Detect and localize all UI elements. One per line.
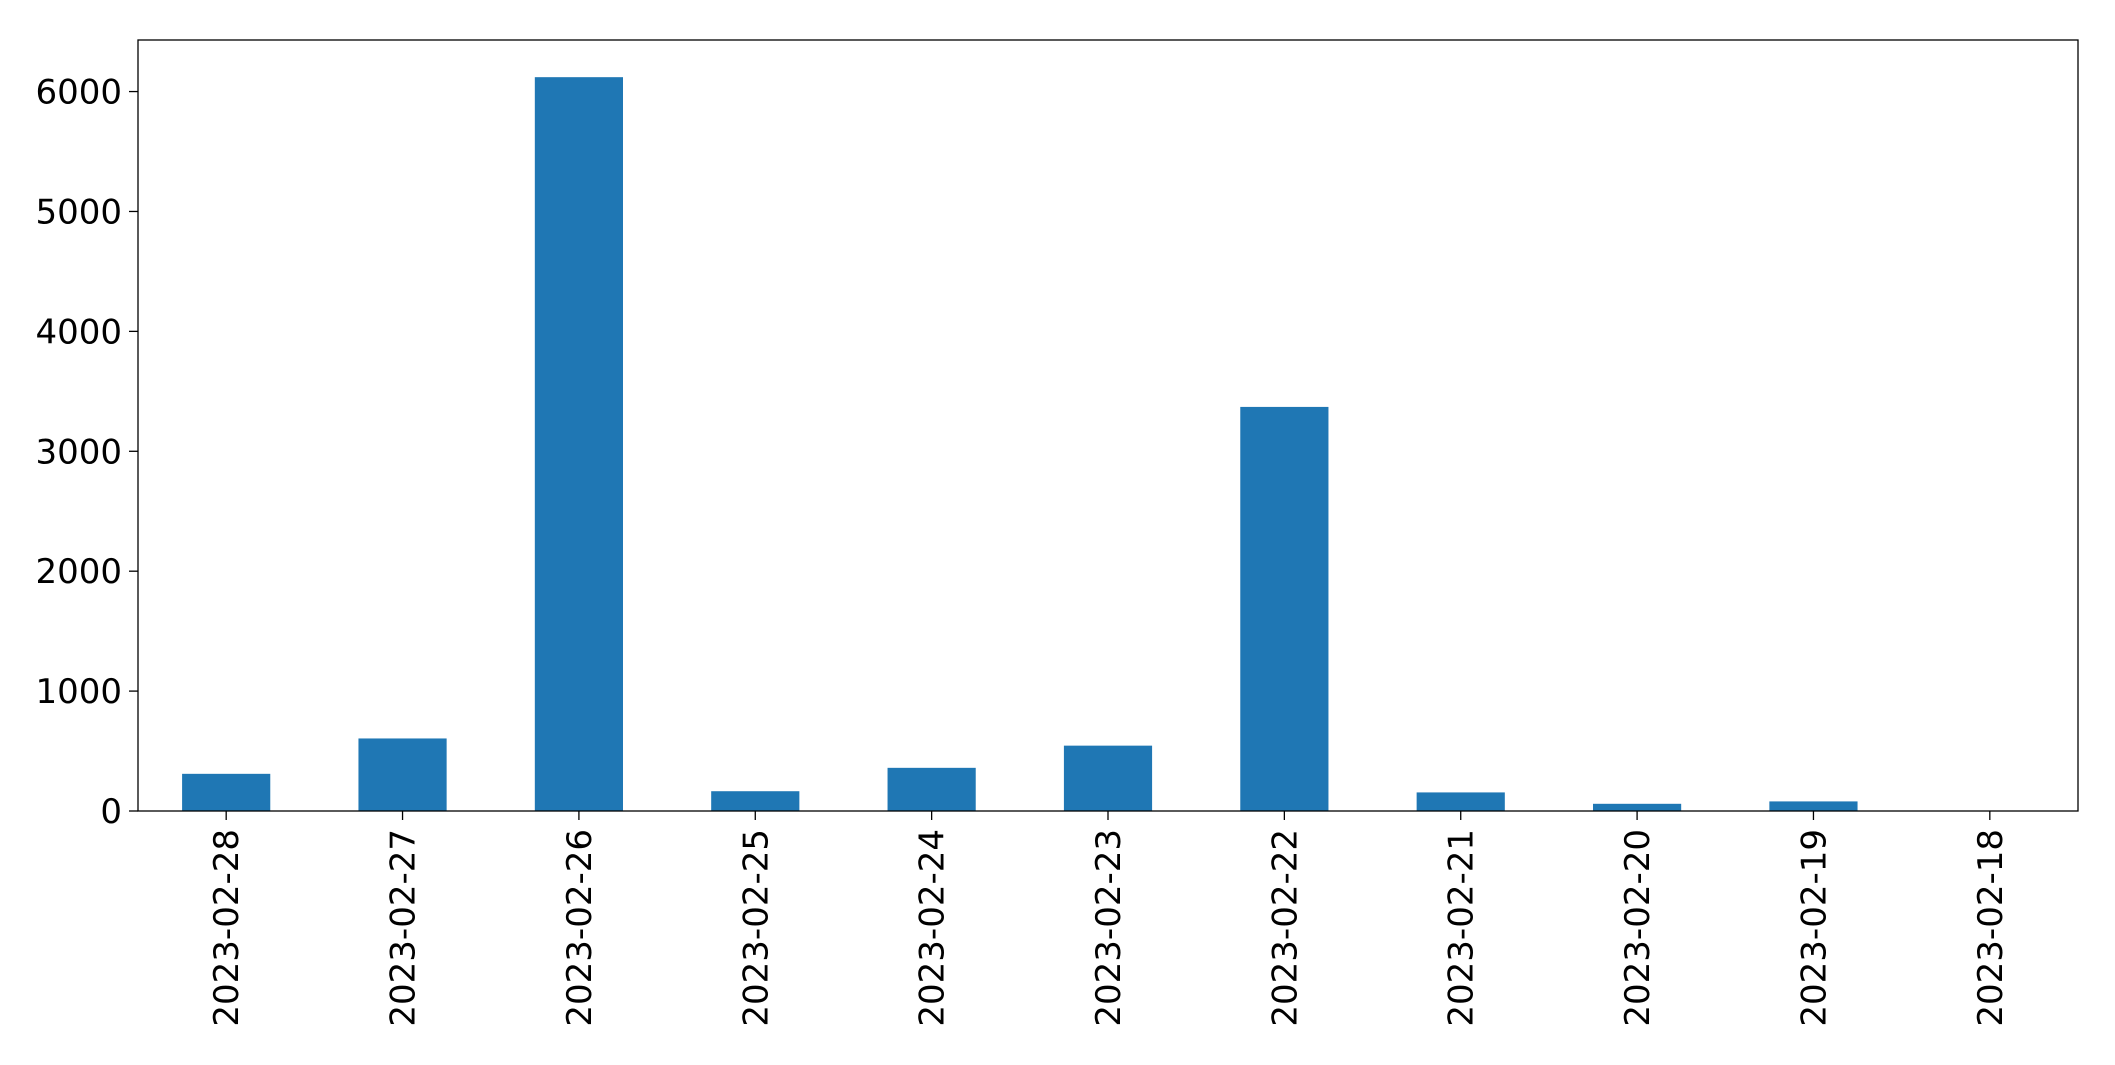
y-tick-label: 4000 <box>35 312 122 352</box>
bars-layer <box>182 77 1858 811</box>
y-tick-label: 5000 <box>35 192 122 232</box>
x-tick-label: 2023-02-22 <box>1265 829 1305 1027</box>
plot-frame <box>137 39 2079 812</box>
x-tick-label: 2023-02-24 <box>913 829 953 1027</box>
bar-2023-02-28 <box>182 773 271 811</box>
bar-2023-02-20 <box>1593 803 1682 811</box>
x-tick-label: 2023-02-27 <box>384 829 424 1027</box>
bar-2023-02-24 <box>887 767 976 811</box>
bar-2023-02-25 <box>711 791 800 811</box>
y-tick-label: 3000 <box>35 432 122 472</box>
bar-2023-02-19 <box>1769 801 1858 811</box>
y-tick-label: 0 <box>100 792 122 832</box>
y-tick-label: 1000 <box>35 672 122 712</box>
y-axis: 0 1000 2000 3000 4000 5000 6000 <box>35 73 138 832</box>
y-tick-label: 6000 <box>35 73 122 113</box>
y-tick-label: 2000 <box>35 552 122 592</box>
bar-2023-02-27 <box>358 738 447 811</box>
bar-2023-02-23 <box>1063 745 1153 811</box>
x-tick-label: 2023-02-23 <box>1089 829 1129 1027</box>
x-tick-label: 2023-02-18 <box>1971 829 2011 1027</box>
x-tick-label: 2023-02-20 <box>1618 829 1658 1027</box>
bar-2023-02-26 <box>534 77 623 811</box>
x-tick-label: 2023-02-25 <box>736 829 776 1027</box>
bar-2023-02-21 <box>1416 792 1505 811</box>
x-tick-label: 2023-02-28 <box>207 829 247 1027</box>
x-tick-label: 2023-02-21 <box>1442 829 1482 1027</box>
bar-2023-02-22 <box>1240 406 1329 811</box>
x-axis: 2023-02-28 2023-02-27 2023-02-26 2023-02-25… <box>207 811 2011 1027</box>
x-tick-label: 2023-02-26 <box>560 829 600 1027</box>
x-tick-label: 2023-02-19 <box>1794 829 1834 1027</box>
